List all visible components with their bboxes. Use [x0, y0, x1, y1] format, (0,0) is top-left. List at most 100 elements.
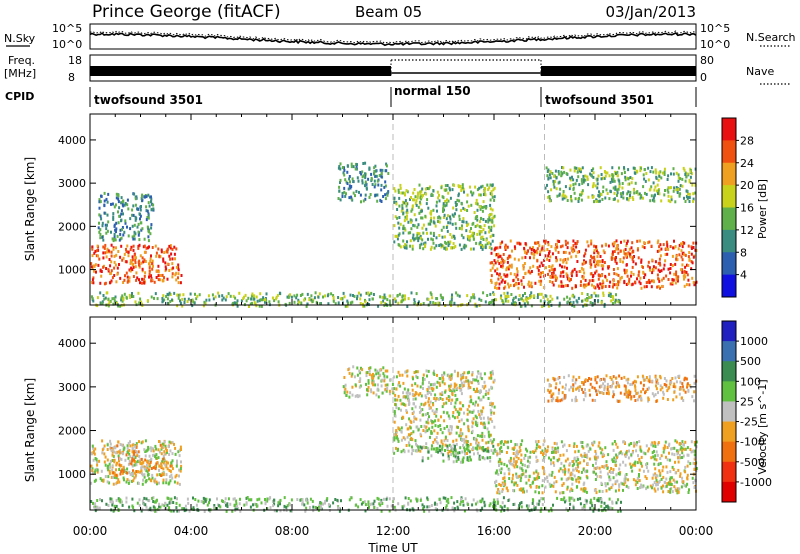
nsearch-tick-high: 10^5: [700, 22, 730, 35]
velocity-colorbar-swatch-8: [722, 481, 736, 503]
nsearch-line: [89, 30, 697, 44]
velocity-colorbar-swatch-1: [722, 341, 736, 362]
velocity-ytick-label-3000: 3000: [58, 381, 86, 394]
power-ytick-label-3000: 3000: [58, 177, 86, 190]
velocity-colorbar-frame: [721, 320, 737, 503]
nsky-tick-high: 10^5: [52, 22, 82, 35]
time-tick-label-0: 00:00: [73, 524, 108, 538]
power-ylabel: Slant Range [km]: [23, 157, 37, 261]
velocity-region-3: [393, 369, 496, 456]
time-tick-label-5: 20:00: [578, 524, 613, 538]
velocity-colorbar-swatch-2: [722, 361, 736, 382]
power-colorbar-label: Power [dB]: [756, 179, 769, 239]
cpid-segment-3: twofsound 3501: [545, 93, 654, 107]
time-axis-label: Time UT: [367, 541, 418, 554]
power-panel: 1000 2000 3000 4000: [58, 113, 698, 308]
power-colorbar-swatch-0: [722, 118, 736, 141]
power-colorbar-swatch-4: [722, 207, 736, 231]
velocity-colorbar-swatch-0: [722, 321, 736, 342]
velocity-colorbar-label-3: 25: [740, 395, 754, 408]
power-colorbar-label-6: 28: [740, 134, 754, 147]
cpid-label: CPID: [5, 90, 34, 103]
power-ytick-label-2000: 2000: [58, 220, 86, 233]
velocity-colorbar-label: Velocity [m s^-1]: [756, 379, 769, 474]
freq-unit-label: [MHz]: [4, 67, 36, 80]
power-cells: [90, 161, 698, 308]
nsearch-label: N.Search: [746, 31, 796, 44]
power-colorbar-swatch-5: [722, 229, 736, 253]
nave-tick-low: 0: [700, 71, 707, 84]
velocity-colorbar: 1000 500 100 25 -25 -100 -500 -1000: [721, 320, 772, 503]
velocity-region-1: [110, 443, 172, 477]
nsky-trace: [89, 30, 697, 47]
velocity-colorbar-swatch-7: [722, 461, 736, 483]
velocity-region-2: [342, 365, 395, 399]
power-region-1: [97, 191, 155, 243]
velocity-colorbar-swatch-3: [722, 381, 736, 402]
velocity-colorbar-label-7: -1000: [740, 476, 772, 489]
power-colorbar-swatch-2: [722, 162, 736, 186]
power-region-6: [91, 291, 621, 308]
velocity-colorbar-label-1: 500: [740, 355, 761, 368]
power-colorbar-label-2: 12: [740, 224, 754, 237]
velocity-ytick-label-1000: 1000: [58, 468, 86, 481]
velocity-region-7: [90, 496, 622, 513]
freq-band-1: [90, 66, 391, 76]
velocity-region-4: [419, 443, 496, 464]
velocity-cells: [90, 365, 698, 513]
nsky-label: N.Sky: [4, 32, 36, 45]
nsearch-tick-low: 10^0: [700, 38, 730, 51]
velocity-colorbar-label-2: 100: [740, 375, 761, 388]
date-title: 03/Jan/2013: [606, 3, 697, 21]
power-colorbar-swatch-3: [722, 185, 736, 208]
velocity-colorbar-label-6: -500: [740, 456, 765, 469]
freq-tick-high: 18: [68, 54, 82, 67]
power-region-5: [544, 166, 697, 204]
velocity-colorbar-label-0: 1000: [740, 335, 768, 348]
cpid-segment-2: normal 150: [394, 84, 471, 98]
nave-tick-high: 80: [700, 54, 714, 67]
velocity-colorbar-label-5: -100: [740, 436, 765, 449]
velocity-ytick-label-4000: 4000: [58, 337, 86, 350]
time-tick-label-4: 16:00: [477, 524, 512, 538]
time-tick-label-6: 00:00: [679, 524, 714, 538]
power-region-2: [337, 161, 390, 204]
power-region-3: [393, 183, 496, 251]
power-colorbar-swatch-1: [722, 140, 736, 164]
time-tick-label-1: 04:00: [174, 524, 209, 538]
freq-label: Freq.: [8, 54, 35, 67]
power-region-4: [489, 239, 698, 290]
power-colorbar-label-3: 16: [740, 202, 754, 215]
velocity-region-5: [494, 439, 698, 495]
velocity-colorbar-swatch-5: [722, 421, 736, 443]
cpid-segment-1: twofsound 3501: [94, 93, 203, 107]
power-colorbar-label-4: 20: [740, 179, 754, 192]
power-colorbar: 4 8 12 16 20 24 28: [721, 117, 754, 298]
power-ytick-label-4000: 4000: [58, 134, 86, 147]
station-title: Prince George (fitACF): [92, 2, 281, 22]
power-colorbar-label-1: 8: [740, 246, 747, 259]
time-tick-label-2: 08:00: [275, 524, 310, 538]
nave-label: Nave: [746, 65, 774, 78]
freq-band-3: [541, 66, 696, 76]
velocity-ytick-label-2000: 2000: [58, 425, 86, 438]
freq-tick-low: 8: [68, 71, 75, 84]
time-axis-ticks: 00:00 04:00 08:00 12:00 16:00 20:00 00:00: [73, 524, 714, 538]
power-colorbar-label-0: 4: [740, 269, 747, 282]
velocity-colorbar-swatch-4: [722, 401, 736, 423]
velocity-colorbar-label-4: -25: [740, 416, 758, 429]
velocity-region-6: [546, 374, 698, 403]
velocity-panel: 1000 2000 3000 4000: [58, 316, 698, 513]
power-colorbar-label-5: 24: [740, 157, 754, 170]
power-colorbar-swatch-6: [722, 252, 736, 276]
velocity-ylabel: Slant Range [km]: [23, 378, 37, 482]
beam-title: Beam 05: [355, 3, 422, 21]
nsky-tick-low: 10^0: [52, 38, 82, 51]
time-tick-label-3: 12:00: [376, 524, 411, 538]
nsky-line: [89, 32, 697, 47]
power-colorbar-swatch-7: [722, 274, 736, 298]
nsky-panel-frame: [89, 23, 697, 50]
power-ytick-label-1000: 1000: [58, 264, 86, 277]
power-region-0: [90, 243, 183, 286]
